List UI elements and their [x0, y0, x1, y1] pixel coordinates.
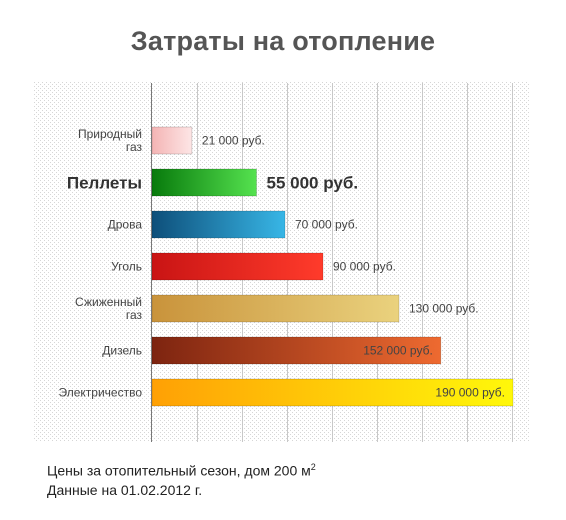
value-label: 21 000 руб.	[202, 134, 265, 148]
superscript: 2	[310, 462, 316, 472]
value-label: 130 000 руб.	[409, 302, 479, 316]
bar	[151, 294, 400, 323]
bar	[151, 126, 193, 155]
category-labels: Природный газ Пеллеты Дрова Уголь Сжиженный га…	[59, 127, 143, 400]
value-label: 70 000 руб.	[295, 218, 358, 232]
chart-title: Затраты на отопление	[130, 26, 436, 56]
bar	[151, 252, 324, 281]
bar	[151, 378, 514, 407]
category-label: Сжиженный газ	[75, 295, 142, 322]
category-label: Пеллеты	[67, 174, 142, 193]
category-label: Электричество	[59, 386, 143, 400]
bar	[151, 210, 286, 239]
value-label: 152 000 руб.	[363, 344, 433, 358]
note-line-2: Данные на 01.02.2012 г.	[47, 481, 203, 498]
note-line-1: Цены за отопительный сезон, дом 200 м2	[47, 462, 316, 479]
chart-notes: Цены за отопительный сезон, дом 200 м2 Д…	[47, 458, 316, 500]
bar	[151, 168, 257, 197]
category-label: Природный газ	[78, 127, 143, 154]
category-label: Дизель	[102, 344, 142, 358]
value-label: 55 000 руб.	[267, 174, 359, 193]
value-label: 190 000 руб.	[435, 386, 505, 400]
value-label: 90 000 руб.	[333, 260, 396, 274]
category-label: Дрова	[108, 218, 143, 232]
value-labels: 21 000 руб. 55 000 руб. 70 000 руб. 90 000 …	[202, 134, 505, 400]
category-label: Уголь	[111, 260, 142, 274]
